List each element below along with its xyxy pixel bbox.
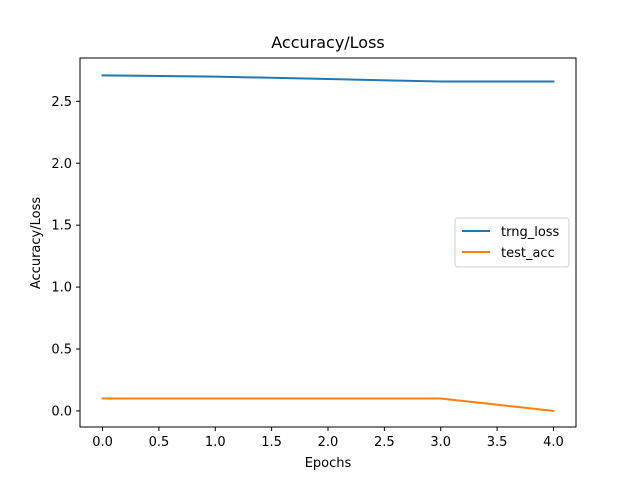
y-tick-label: 1.0 [51, 281, 72, 296]
y-tick-label: 0.0 [51, 404, 72, 419]
series-lines [101, 74, 555, 413]
x-tick-label: 2.5 [374, 435, 395, 450]
x-tick-label: 4.0 [543, 435, 564, 450]
x-tick-label: 2.0 [318, 435, 339, 450]
y-tick-label: 0.5 [51, 342, 72, 357]
y-tick-label: 1.5 [51, 219, 72, 234]
y-tick-label: 2.0 [51, 157, 72, 172]
y-tick-label: 2.5 [51, 95, 72, 110]
x-axis-ticks: 0.0 0.5 1.0 1.5 2.0 2.5 3.0 3.5 4.0 [92, 427, 564, 450]
chart-title: Accuracy/Loss [271, 33, 385, 52]
y-axis-label: Accuracy/Loss [29, 197, 44, 289]
x-tick-label: 1.0 [205, 435, 226, 450]
x-tick-label: 3.5 [487, 435, 508, 450]
legend-label-test-acc: test_acc [501, 246, 555, 261]
x-tick-label: 0.0 [92, 435, 113, 450]
legend-label-trng-loss: trng_loss [501, 225, 560, 240]
legend: trng_loss test_acc [454, 217, 570, 268]
series-line-trng-loss [101, 74, 555, 83]
x-tick-label: 0.5 [149, 435, 170, 450]
x-tick-label: 1.5 [261, 435, 282, 450]
x-axis-label: Epochs [305, 456, 352, 471]
x-tick-label: 3.0 [430, 435, 451, 450]
y-axis-ticks: 0.0 0.5 1.0 1.5 2.0 2.5 [51, 95, 80, 419]
series-line-test-acc [101, 397, 555, 413]
